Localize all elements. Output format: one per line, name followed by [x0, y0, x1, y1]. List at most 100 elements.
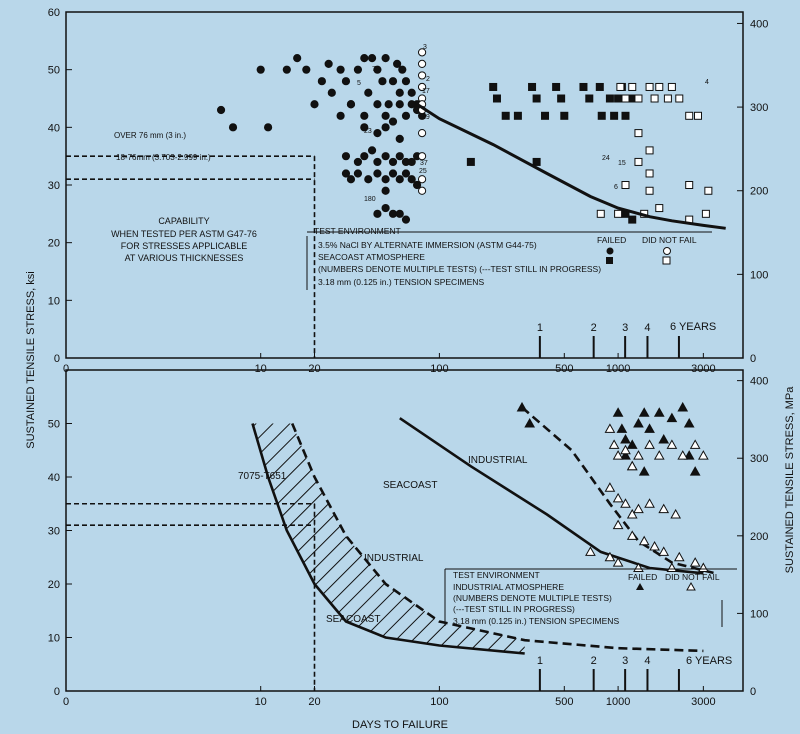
data-point [388, 209, 398, 218]
seacoast-label: SEACOAST [383, 480, 437, 491]
data-point [620, 498, 631, 508]
year-marker-number: 3 [622, 322, 628, 334]
data-point [228, 123, 238, 132]
y-tick-labels-left: 0 10 20 30 40 50 60 [48, 7, 72, 365]
year-marker-number: 2 [591, 322, 597, 334]
point-count-label: 24 [602, 155, 610, 162]
data-point [353, 157, 363, 167]
data-point [528, 82, 537, 91]
data-point [381, 152, 390, 161]
data-point [608, 439, 620, 449]
data-point [395, 88, 404, 97]
data-point [381, 54, 390, 63]
data-point [626, 439, 638, 449]
data-point [633, 503, 644, 514]
capability-line: AT VARIOUS THICKNESSES [125, 253, 244, 263]
data-point [364, 175, 373, 184]
test-env-line: SEACOAST ATMOSPHERE [318, 252, 425, 262]
test-env-title: TEST ENVIRONMENT [314, 226, 401, 236]
data-point [466, 157, 475, 166]
thickness-over-label: OVER 76 mm (3 in.) [114, 131, 186, 140]
data-point [689, 439, 701, 449]
data-point [557, 94, 566, 103]
point-count-label: 17 [422, 88, 430, 95]
data-point [675, 94, 684, 103]
point-count-labels: 3 5 7 2 17 19 23 37 25 180 6 12 4 24 15 [357, 44, 709, 218]
legend-not-fail-label: DID NOT FAIL [642, 235, 697, 245]
data-point [412, 180, 422, 190]
data-point [489, 82, 498, 91]
data-point [649, 541, 660, 551]
data-point [395, 134, 404, 143]
x-tick-labels: 0 10 20 100 500 1000 3000 [63, 686, 716, 708]
data-point [381, 175, 390, 184]
data-point [388, 77, 398, 86]
data-point [701, 209, 710, 218]
data-point [579, 82, 588, 91]
data-point [552, 82, 561, 91]
series-line [521, 406, 716, 575]
y-tick-label: 10 [48, 295, 60, 307]
data-point [373, 65, 382, 74]
data-point [666, 412, 678, 423]
data-point [620, 444, 631, 455]
data-point [373, 129, 382, 138]
data-point [597, 111, 606, 120]
y-right-tick-label: 0 [750, 686, 756, 698]
data-point [388, 117, 398, 126]
legend-not-fail-circle [663, 247, 671, 255]
capability-line: WHEN TESTED PER ASTM G47-76 [111, 229, 257, 239]
data-point [655, 82, 664, 91]
y-tick-label: 0 [54, 353, 60, 365]
data-point [360, 152, 369, 161]
data-point [612, 492, 624, 503]
data-point [645, 146, 654, 155]
data-point [595, 82, 604, 91]
data-point [621, 181, 630, 189]
y-right-tick-label: 300 [750, 453, 768, 465]
data-point [336, 111, 345, 120]
data-point [407, 100, 416, 109]
data-point [401, 77, 411, 86]
data-point [610, 111, 619, 120]
data-point [302, 65, 311, 74]
data-point [532, 157, 541, 166]
data-point [698, 562, 709, 572]
data-point [638, 535, 650, 546]
data-point [645, 82, 654, 91]
data-point [384, 100, 393, 109]
data-point [417, 59, 427, 69]
data-point [658, 434, 670, 444]
data-point [346, 175, 356, 184]
year-marker-number: 2 [591, 655, 597, 667]
test-env-line: 3.18 mm (0.125 in.) TENSION SPECIMENS [318, 277, 484, 287]
test-env-line: 3.5% NaCl BY ALTERNATE IMMERSION (ASTM G… [318, 240, 537, 250]
data-point [346, 100, 356, 109]
data-point [689, 557, 701, 567]
data-point [560, 111, 569, 120]
y-tick-label: 30 [48, 180, 60, 192]
data-point [604, 482, 616, 492]
data-point [282, 65, 291, 74]
data-point [685, 111, 694, 120]
data-point [645, 169, 654, 178]
data-point [388, 169, 398, 178]
data-point [620, 450, 631, 460]
data-point [667, 82, 676, 91]
industrial-label: INDUSTRIAL [364, 553, 424, 564]
legend-failed-square [606, 257, 613, 264]
data-point [532, 94, 541, 103]
x-tick-label: 20 [308, 696, 320, 708]
data-point [621, 94, 630, 103]
data-point [398, 65, 407, 74]
y-right-tick-label: 0 [750, 353, 756, 365]
plot-frame [65, 11, 744, 359]
data-point [364, 88, 373, 97]
data-point [677, 401, 689, 412]
data-point [373, 100, 382, 109]
data-point [666, 439, 678, 449]
plot-frame [65, 369, 744, 692]
data-point [585, 94, 594, 103]
test-env-line: (NUMBERS DENOTE MULTIPLE TESTS) [453, 593, 612, 603]
data-points [216, 48, 713, 224]
